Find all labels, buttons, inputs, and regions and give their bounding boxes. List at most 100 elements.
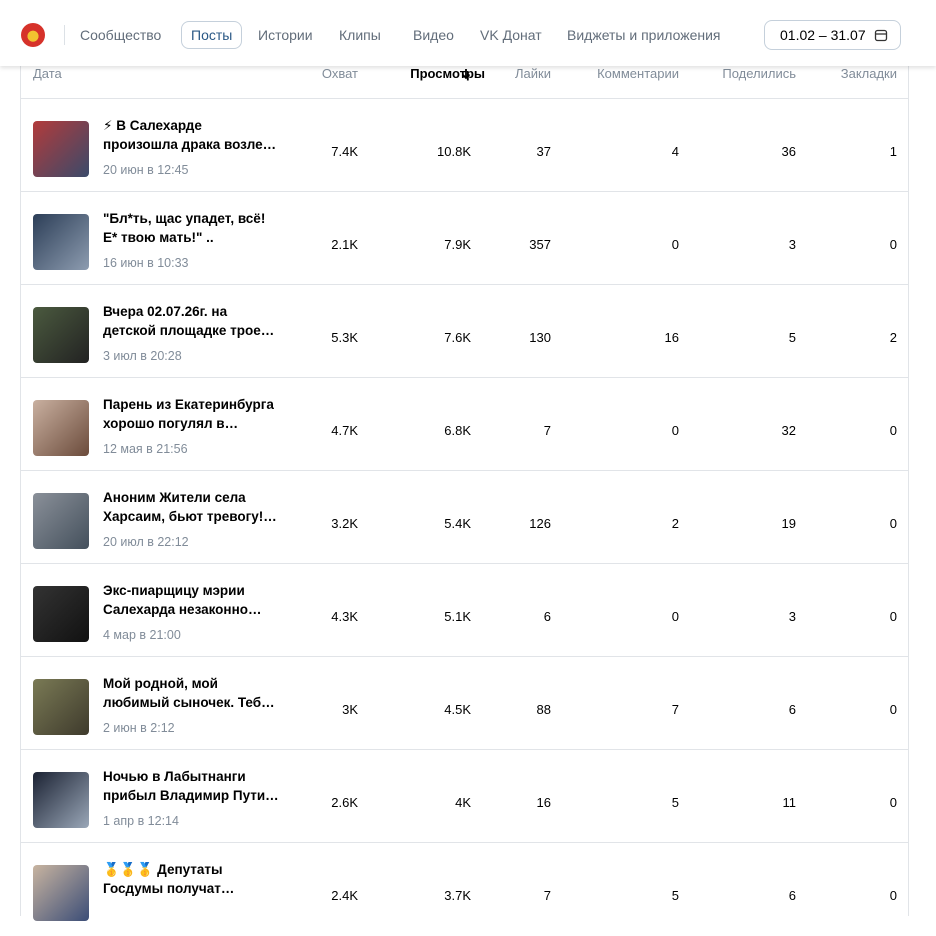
post-title-line: Ночью в Лабытнанги <box>103 769 246 784</box>
stat-cell: 11 <box>782 795 797 810</box>
stat-cell: 7 <box>543 888 551 903</box>
post-title-line: Салехарда незаконно… <box>103 602 262 617</box>
stat-cell: 3K <box>342 702 358 717</box>
stat-cell: 0 <box>889 609 897 624</box>
stat-cell: 0 <box>889 423 897 438</box>
stat-cell: 130 <box>529 330 551 345</box>
stat-cell: 4K <box>455 795 471 810</box>
post-title-line: Вчера 02.07.26г. на <box>103 304 228 319</box>
stat-cell: 126 <box>529 516 551 531</box>
column-header[interactable]: Охват <box>321 66 358 81</box>
post-date: 3 июл в 20:28 <box>103 349 182 363</box>
column-header[interactable]: Поделились <box>722 66 796 81</box>
top-nav: 01.02 – 31.07 Сообщество Посты Истории Клип… <box>0 0 936 66</box>
post-title-line: "Бл*ть, щас упадет, всё! <box>103 211 266 226</box>
stat-cell: 0 <box>671 423 679 438</box>
post-title-line: Мой родной, мой <box>103 676 218 691</box>
nav-tab[interactable]: Сообщество <box>80 27 162 43</box>
table-row[interactable]: Ночью в Лабытнанги прибыл Владимир Пути… 1… <box>21 749 908 843</box>
nav-tab[interactable]: VK Донат <box>480 27 542 43</box>
posts-table: Дата Охват Просмотры Лайки Комментарии Подели… <box>20 56 909 921</box>
stat-cell: 2 <box>889 330 897 345</box>
table-row[interactable]: Аноним Жители села Харсаим, бьют тревогу!… <box>21 470 908 564</box>
table-row[interactable]: Мой родной, мой любимый сыночек. Теб… 2 ию… <box>21 656 908 750</box>
stat-cell: 3.7K <box>444 888 471 903</box>
post-title-line: произошла драка возле… <box>103 137 277 152</box>
post-thumbnail <box>33 214 89 270</box>
stat-cell: 6 <box>788 702 796 717</box>
stat-cell: 7 <box>543 423 551 438</box>
table-row[interactable]: ⚡ В Салехарде произошла драка возле… 20 ию… <box>21 98 908 192</box>
stat-cell: 19 <box>781 516 796 531</box>
table-row[interactable]: 🥇🥇🥇 Депутаты Госдумы получат… 2.4K 3.7K 7 5 6 0 <box>21 842 908 936</box>
post-date: 1 апр в 12:14 <box>103 814 179 828</box>
table-row[interactable]: Парень из Екатеринбурга хорошо погулял в…… <box>21 377 908 471</box>
column-header[interactable]: Комментарии <box>597 66 679 81</box>
nav-tab[interactable]: Видео <box>413 27 454 43</box>
stat-cell: 3.2K <box>331 516 358 531</box>
post-thumbnail <box>33 865 89 921</box>
stat-cell: 37 <box>536 144 551 159</box>
stat-cell: 7.6K <box>444 330 471 345</box>
post-thumbnail <box>33 772 89 828</box>
nav-tab[interactable]: Посты <box>181 21 243 49</box>
stat-cell: 3 <box>788 237 796 252</box>
post-title-line: Экс-пиарщицу мэрии <box>103 583 245 598</box>
stat-cell: 2.1K <box>331 237 358 252</box>
stat-cell: 4.3K <box>331 609 358 624</box>
post-date: 2 июн в 2:12 <box>103 721 175 735</box>
column-header[interactable]: Закладки <box>840 66 897 81</box>
post-title-line: Парень из Екатеринбурга <box>103 397 274 412</box>
post-date: 20 июл в 22:12 <box>103 535 189 549</box>
post-date: 20 июн в 12:45 <box>103 163 189 177</box>
stat-cell: 0 <box>889 888 897 903</box>
nav-tab[interactable]: Виджеты и приложения <box>567 27 721 43</box>
table-row[interactable]: "Бл*ть, щас упадет, всё! Е* твою мать!" .… <box>21 191 908 285</box>
stat-cell: 4.7K <box>331 423 358 438</box>
post-date: 12 мая в 21:56 <box>103 442 188 456</box>
stat-cell: 7 <box>671 702 679 717</box>
calendar-icon <box>874 29 888 42</box>
table-row[interactable]: Экс-пиарщицу мэрии Салехарда незаконно… 4 … <box>21 563 908 657</box>
post-thumbnail <box>33 307 89 363</box>
post-title-line: 🥇🥇🥇 Депутаты <box>103 862 223 877</box>
stat-cell: 6 <box>543 609 551 624</box>
sort-arrow <box>461 67 471 85</box>
nav-tab[interactable]: Клипы <box>339 27 381 43</box>
nav-tab[interactable]: Истории <box>258 27 313 43</box>
stat-cell: 88 <box>536 702 551 717</box>
column-header[interactable]: Лайки <box>515 66 551 81</box>
column-header[interactable]: Просмотры <box>410 66 485 81</box>
stat-cell: 0 <box>889 237 897 252</box>
date-range-picker[interactable]: 01.02 – 31.07 <box>764 20 901 50</box>
stat-cell: 6 <box>788 888 796 903</box>
post-thumbnail <box>33 400 89 456</box>
stat-cell: 2 <box>671 516 679 531</box>
stat-cell: 5.3K <box>331 330 358 345</box>
stat-cell: 1 <box>889 144 897 159</box>
stat-cell: 16 <box>536 795 551 810</box>
stat-cell: 357 <box>529 237 551 252</box>
stat-cell: 0 <box>889 795 897 810</box>
table-row[interactable]: Вчера 02.07.26г. на детской площадке трое… <box>21 284 908 378</box>
stat-cell: 5 <box>788 330 796 345</box>
post-title-line: любимый сыночек. Теб… <box>103 695 275 710</box>
stat-cell: 5 <box>671 795 679 810</box>
post-thumbnail <box>33 679 89 735</box>
date-range: 01.02 – 31.07 <box>780 27 866 43</box>
stat-cell: 2.6K <box>331 795 358 810</box>
separator <box>64 25 65 45</box>
community-logo[interactable] <box>21 23 45 47</box>
stat-cell: 0 <box>671 237 679 252</box>
stat-cell: 2.4K <box>331 888 358 903</box>
post-title-line: Харсаим, бьют тревогу!… <box>103 509 277 524</box>
stat-cell: 4.5K <box>444 702 471 717</box>
post-title-line: детской площадке трое… <box>103 323 275 338</box>
post-thumbnail <box>33 586 89 642</box>
stat-cell: 0 <box>671 609 679 624</box>
stat-cell: 3 <box>788 609 796 624</box>
stat-cell: 36 <box>781 144 796 159</box>
post-title-line: ⚡ В Салехарде <box>103 118 202 133</box>
stat-cell: 7.4K <box>331 144 358 159</box>
